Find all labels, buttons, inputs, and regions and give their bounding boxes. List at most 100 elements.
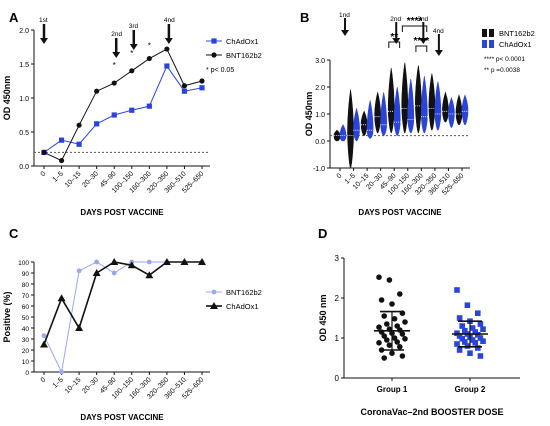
panel-a-point <box>164 63 170 69</box>
panel-a-chart: 0.00.51.01.52.00 1–510–1520–3045–90100–15… <box>2 17 262 217</box>
panel-c-legend-marker <box>210 302 218 309</box>
panel-b-significance-bracket <box>388 41 401 48</box>
panel-b-y-tick-label: 0.0 <box>315 139 325 146</box>
panel-b-dose-label: 3nd <box>417 16 428 23</box>
panel-d-point <box>402 319 408 325</box>
panel-c-y-tick-label: 90 <box>22 271 30 278</box>
panel-c-y-tick-label: 30 <box>22 337 30 344</box>
panel-d-point <box>464 302 471 308</box>
panel-d-y-tick-label: 3 <box>335 254 340 263</box>
panel-c-legend-label: BNT162b2 <box>226 288 262 297</box>
panel-d-point <box>378 297 385 303</box>
panel-a-point <box>129 107 135 113</box>
panel-b-legend-swatch <box>489 29 494 37</box>
panel-a-legend-marker <box>211 38 217 44</box>
panel-d-point <box>472 340 478 346</box>
panel-d-point <box>475 310 481 316</box>
panel-a-significance-star: * <box>130 49 133 58</box>
panel-d-point <box>477 335 484 341</box>
panel-a-point <box>94 121 100 127</box>
panel-b-legend-label: BNT162b2 <box>499 29 535 38</box>
panel-a-point <box>199 78 205 84</box>
panel-b-dose-arrow-head <box>419 38 428 44</box>
panel-a-x-tick-label: 1–5 <box>52 170 65 183</box>
panel-c-point <box>57 294 66 302</box>
panel-c-x-tick-label: 0 <box>40 376 48 384</box>
panel-c-y-tick-label: 100 <box>18 260 29 267</box>
panel-d-y-label: OD 450 nm <box>318 294 328 341</box>
panel-d-point <box>376 340 382 346</box>
panel-c-x-tick-label: 10–15 <box>64 376 83 395</box>
panel-a-point <box>58 157 65 164</box>
panel-a-point <box>129 68 135 74</box>
panel-a-y-tick-label: 1.0 <box>19 96 29 103</box>
panel-a-point <box>164 46 170 52</box>
panel-b-violin <box>448 96 455 128</box>
panel-c-legend-label: ChAdOx1 <box>226 302 259 311</box>
panel-a-point <box>58 137 65 143</box>
panel-d-point <box>381 333 388 339</box>
panel-a-note: * p< 0.05 <box>206 67 234 74</box>
panel-a-dose-arrow-head <box>112 52 121 58</box>
panel-d-y-tick-label: 1 <box>335 334 340 343</box>
panel-d-point <box>475 345 481 351</box>
panel-d-point <box>381 355 388 361</box>
panel-a-point <box>41 149 47 155</box>
panel-b-violin <box>347 89 354 169</box>
panel-c-point <box>40 340 48 348</box>
panel-c-letter: C <box>9 226 19 241</box>
panel-b-dose-arrow-head <box>434 50 443 56</box>
panel-a-x-label: DAYS POST VACCINE <box>80 208 164 217</box>
panel-d-point <box>389 301 395 307</box>
panel-a-series-line <box>43 48 203 162</box>
panel-b-violin <box>339 124 347 142</box>
panel-b-violin <box>333 129 341 142</box>
panel-b-y-tick-label: 3.0 <box>315 58 325 65</box>
panel-d-point <box>394 323 401 329</box>
panel-d-point <box>459 323 465 329</box>
panel-b-violin <box>387 68 395 134</box>
panel-c-point <box>110 258 119 265</box>
panel-d-point <box>391 335 398 341</box>
panel-d-point <box>459 336 465 342</box>
panel-d-point <box>480 338 486 344</box>
panel-a-y-tick-label: 0.5 <box>19 130 29 137</box>
panel-b-violin <box>353 107 360 142</box>
panel-a-legend-label: BNT162b2 <box>226 51 262 60</box>
panel-d-point <box>456 315 463 321</box>
panel-b-violin <box>421 76 428 134</box>
panel-d-point <box>467 350 473 356</box>
panel-d-point <box>454 341 460 347</box>
panel-a-dose-arrow-head <box>129 44 138 50</box>
panel-d-point <box>386 277 393 283</box>
panel-a-dose-label: 1st <box>39 17 48 24</box>
panel-c-point <box>162 258 171 265</box>
panel-d-point <box>399 331 406 337</box>
panel-c-y-tick-label: 20 <box>22 348 30 355</box>
panel-b-violin <box>401 62 409 134</box>
panel-d-point <box>462 339 468 345</box>
panel-d-point <box>389 350 395 357</box>
panel-c-y-tick-label: 60 <box>22 304 30 311</box>
panel-c-point <box>180 258 189 265</box>
panel-a-point <box>111 112 117 118</box>
panel-b-violin <box>374 91 381 134</box>
panel-b-violin <box>434 81 442 131</box>
panel-c-x-tick-label: 1–5 <box>52 376 65 389</box>
panel-b-dose-arrow-head <box>392 38 401 44</box>
panel-a-legend-marker <box>211 52 217 58</box>
panel-d-x-label: CoronaVac–2nd BOOSTER DOSE <box>360 407 503 417</box>
panel-b-legend-swatch <box>482 29 487 37</box>
panel-d-point <box>376 324 382 331</box>
panel-d-point <box>454 287 460 293</box>
panel-a-point <box>111 80 117 86</box>
panel-b-letter: B <box>300 10 309 25</box>
panel-b-legend-swatch <box>482 40 487 48</box>
panel-a-letter: A <box>9 10 19 25</box>
panel-a-point <box>94 88 100 94</box>
panel-b-y-label: OD 450nm <box>304 92 314 137</box>
panel-d-point <box>386 342 393 349</box>
panel-b-significance-bracket <box>401 25 428 32</box>
panel-a-series-line <box>43 65 203 153</box>
